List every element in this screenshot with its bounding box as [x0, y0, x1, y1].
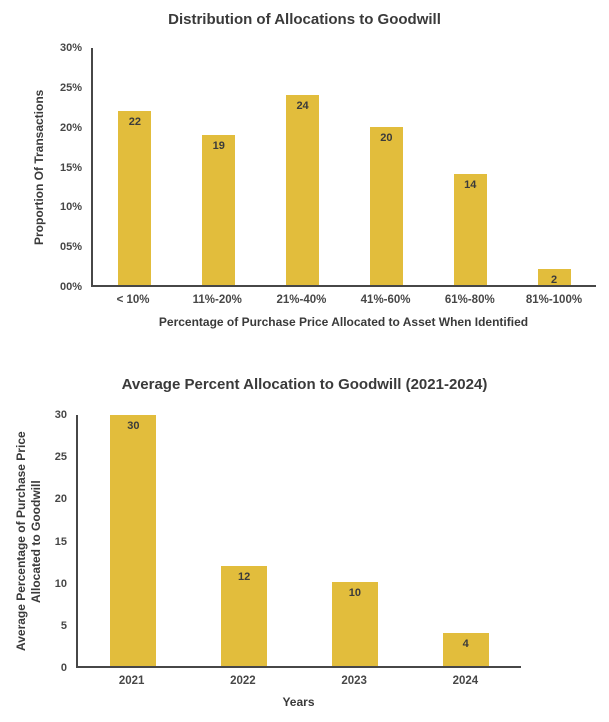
y-tick-label: 20	[54, 493, 67, 506]
y-tick-label: 15	[54, 535, 67, 548]
y-tick-label: 30%	[59, 42, 82, 54]
chart-title: Average Percent Allocation to Goodwill (…	[121, 376, 488, 393]
bar: 14	[453, 174, 487, 285]
plot-column: 30 12 10 4 2021 2022 2023 2024 Years	[76, 415, 521, 709]
x-axis-tick-labels: < 10% 11%-20% 21%-40% 41%-60% 61%-80% 81%-100…	[91, 294, 596, 306]
y-tick-label: 10	[54, 577, 67, 590]
x-tick-label: 2023	[341, 675, 367, 687]
x-tick-label: 2022	[230, 675, 256, 687]
y-tick-label: 10%	[59, 201, 82, 214]
y-tick-label: 00%	[59, 281, 82, 293]
bar-value-label: 12	[238, 570, 251, 583]
y-axis-title: Proportion Of Transactions	[32, 89, 46, 246]
bar-value-label: 30	[127, 420, 140, 432]
x-tick-label: < 10%	[116, 294, 150, 306]
bar: 20	[369, 127, 403, 285]
y-tick-label: 5	[60, 619, 67, 632]
x-tick-label: 61%-80%	[444, 294, 495, 306]
bar-value-label: 10	[348, 587, 361, 600]
plot-area: 30 12 10 4	[76, 415, 521, 668]
y-tick-label: 05%	[59, 241, 82, 254]
plot-column: 22 19 24 20 14 2 < 10% 11%-20% 21%-40% 41%-60% 61…	[91, 48, 596, 329]
bar-value-label: 14	[464, 179, 477, 192]
bar: 22	[118, 111, 152, 285]
bar-slot: 12	[189, 415, 300, 666]
y-tick-label: 0	[60, 662, 67, 674]
distribution-of-allocations-chart: Distribution of Allocations to Goodwill …	[0, 0, 609, 329]
bar: 2	[537, 269, 571, 287]
bar: 30	[110, 415, 157, 666]
bar-slot: 4	[410, 415, 521, 666]
bar-slot: 24	[261, 48, 345, 285]
bar-slot: 14	[428, 48, 512, 285]
x-tick-label: 11%-20%	[192, 294, 242, 306]
x-tick-label: 21%-40%	[276, 294, 327, 306]
y-tick-label: 20%	[59, 121, 82, 134]
bar: 19	[202, 134, 236, 285]
x-axis-title: Percentage of Purchase Price Allocated t…	[158, 315, 529, 329]
x-tick-label: 2024	[452, 675, 479, 687]
bar-value-label: 20	[380, 132, 393, 145]
y-tick-label: 15%	[59, 161, 82, 174]
x-axis-tick-labels: 2021 2022 2023 2024	[76, 675, 521, 687]
bar-slot: 19	[177, 48, 261, 285]
chart-body: Average Percentage of Purchase Price All…	[0, 409, 609, 709]
bar: 10	[331, 582, 378, 666]
bar: 24	[286, 95, 320, 285]
chart-body: Proportion Of Transactions 00% 05% 10% 15% 2…	[0, 42, 609, 329]
y-tick-label: 25	[54, 451, 67, 464]
bar-slot: 2	[512, 48, 596, 287]
bar-slot: 10	[300, 415, 411, 666]
y-tick-label: 25%	[59, 81, 82, 94]
bar-value-label: 4	[462, 637, 469, 650]
bar: 12	[221, 565, 268, 666]
y-axis-tick-labels: 0 5 10 15 20 25 30	[44, 409, 76, 674]
bar: 4	[442, 632, 489, 666]
plot-area: 22 19 24 20 14 2	[91, 48, 596, 287]
bar-value-label: 24	[296, 100, 309, 113]
bar-value-label: 19	[212, 139, 225, 152]
bar-value-label: 2	[550, 274, 558, 287]
bar-slot: 20	[344, 48, 428, 285]
x-tick-label: 81%-100%	[525, 294, 583, 306]
chart-title: Distribution of Allocations to Goodwill	[168, 11, 441, 28]
bar-slot: 22	[93, 48, 177, 285]
y-axis-tick-labels: 00% 05% 10% 15% 20% 25% 30%	[47, 42, 91, 293]
average-percent-allocation-chart: Average Percent Allocation to Goodwill (…	[0, 375, 609, 709]
y-tick-label: 30	[54, 409, 67, 421]
bar-slot: 30	[78, 415, 189, 666]
x-tick-label: 41%-60%	[360, 294, 411, 306]
bar-value-label: 22	[128, 116, 142, 129]
x-tick-label: 2021	[118, 675, 145, 687]
x-axis-title: Years	[282, 695, 315, 709]
y-axis-title: Average Percentage of Purchase Price All…	[14, 431, 43, 652]
